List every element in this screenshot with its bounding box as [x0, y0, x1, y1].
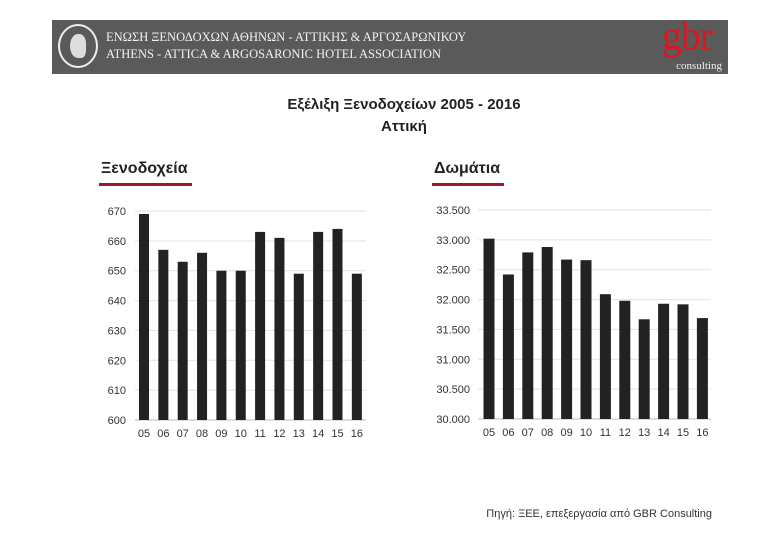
x-tick-label: 13: [638, 427, 650, 439]
title-underline: [99, 183, 192, 186]
source-note: Πηγή: ΞΕΕ, επεξεργασία από GBR Consultin…: [486, 508, 712, 520]
x-tick-label: 15: [331, 428, 343, 440]
chart-title-hotels: Ξενοδοχεία: [99, 160, 192, 186]
bar-13: [293, 273, 304, 420]
y-tick-label: 32.000: [436, 295, 470, 307]
x-tick-label: 06: [157, 428, 169, 440]
bar-07: [177, 261, 188, 420]
x-tick-label: 14: [657, 427, 669, 439]
bar-08: [541, 247, 553, 419]
x-tick-label: 09: [215, 428, 227, 440]
bar-12: [619, 300, 631, 419]
y-tick-label: 30.000: [436, 414, 470, 426]
header-banner: ΕΝΩΣΗ ΞΕΝΟΔΟΧΩΝ ΑΘΗΝΩΝ - ΑΤΤΙΚΗΣ & ΑΡΓΟΣ…: [52, 13, 728, 74]
bar-11: [599, 294, 611, 419]
x-tick-label: 14: [312, 428, 324, 440]
chart-title-rooms: Δωμάτια: [432, 160, 505, 186]
x-tick-label: 15: [677, 427, 689, 439]
x-tick-label: 11: [254, 428, 265, 440]
y-tick-label: 31.000: [436, 354, 470, 366]
bar-16: [696, 318, 708, 419]
bar-08: [197, 252, 208, 420]
x-tick-label: 12: [619, 427, 631, 439]
x-tick-label: 07: [177, 428, 189, 440]
bar-14: [313, 231, 324, 420]
x-tick-label: 16: [696, 427, 708, 439]
bar-13: [638, 319, 650, 419]
x-tick-label: 09: [560, 427, 572, 439]
bar-15: [677, 304, 689, 419]
association-emblem-icon: [58, 24, 98, 68]
page-subtitle: Αττική: [381, 118, 427, 135]
y-tick-label: 620: [108, 355, 126, 367]
bar-05: [139, 213, 149, 420]
y-tick-label: 650: [108, 266, 126, 278]
x-tick-label: 10: [580, 427, 592, 439]
x-tick-label: 08: [541, 427, 553, 439]
bar-12: [274, 237, 285, 420]
chart-title-rooms-text: Δωμάτια: [434, 160, 501, 177]
y-tick-label: 630: [108, 325, 126, 337]
org-name-greek: ΕΝΩΣΗ ΞΕΝΟΔΟΧΩΝ ΑΘΗΝΩΝ - ΑΤΤΙΚΗΣ & ΑΡΓΟΣ…: [106, 30, 467, 44]
y-tick-label: 30.500: [436, 384, 470, 396]
x-tick-label: 07: [522, 427, 534, 439]
bar-10: [235, 270, 246, 420]
x-tick-label: 08: [196, 428, 208, 440]
bar-15: [332, 228, 343, 420]
bar-09: [561, 259, 573, 419]
bar-06: [502, 274, 514, 419]
bar-14: [658, 303, 670, 419]
y-tick-label: 33.500: [436, 205, 470, 217]
y-tick-label: 33.000: [436, 235, 470, 247]
y-tick-label: 660: [108, 236, 126, 248]
gbr-logo: gbr consulting: [644, 13, 724, 74]
x-tick-label: 10: [235, 428, 247, 440]
x-tick-label: 05: [138, 428, 150, 440]
x-tick-label: 16: [351, 428, 363, 440]
y-tick-label: 32.500: [436, 265, 470, 277]
bar-06: [158, 249, 169, 420]
y-tick-label: 600: [108, 415, 126, 427]
logo-subtext: consulting: [676, 60, 722, 72]
y-tick-label: 31.500: [436, 324, 470, 336]
bar-11: [255, 231, 266, 420]
bar-16: [351, 273, 362, 420]
bar-07: [522, 252, 534, 419]
chart-title-hotels-text: Ξενοδοχεία: [101, 160, 188, 177]
x-tick-label: 13: [293, 428, 305, 440]
title-underline: [432, 183, 505, 186]
bar-09: [216, 270, 227, 420]
x-tick-label: 12: [273, 428, 285, 440]
y-tick-label: 610: [108, 385, 126, 397]
y-tick-label: 670: [108, 206, 126, 218]
y-tick-label: 640: [108, 296, 126, 308]
x-tick-label: 05: [483, 427, 495, 439]
logo-text: gbr: [661, 13, 713, 58]
page-title: Εξέλιξη Ξενοδοχείων 2005 - 2016: [287, 96, 521, 113]
bar-05: [483, 238, 495, 419]
x-tick-label: 11: [600, 427, 611, 439]
org-name-english: ATHENS - ATTICA & ARGOSARONIC HOTEL ASSO…: [106, 47, 441, 61]
bar-10: [580, 260, 592, 419]
x-tick-label: 06: [502, 427, 514, 439]
